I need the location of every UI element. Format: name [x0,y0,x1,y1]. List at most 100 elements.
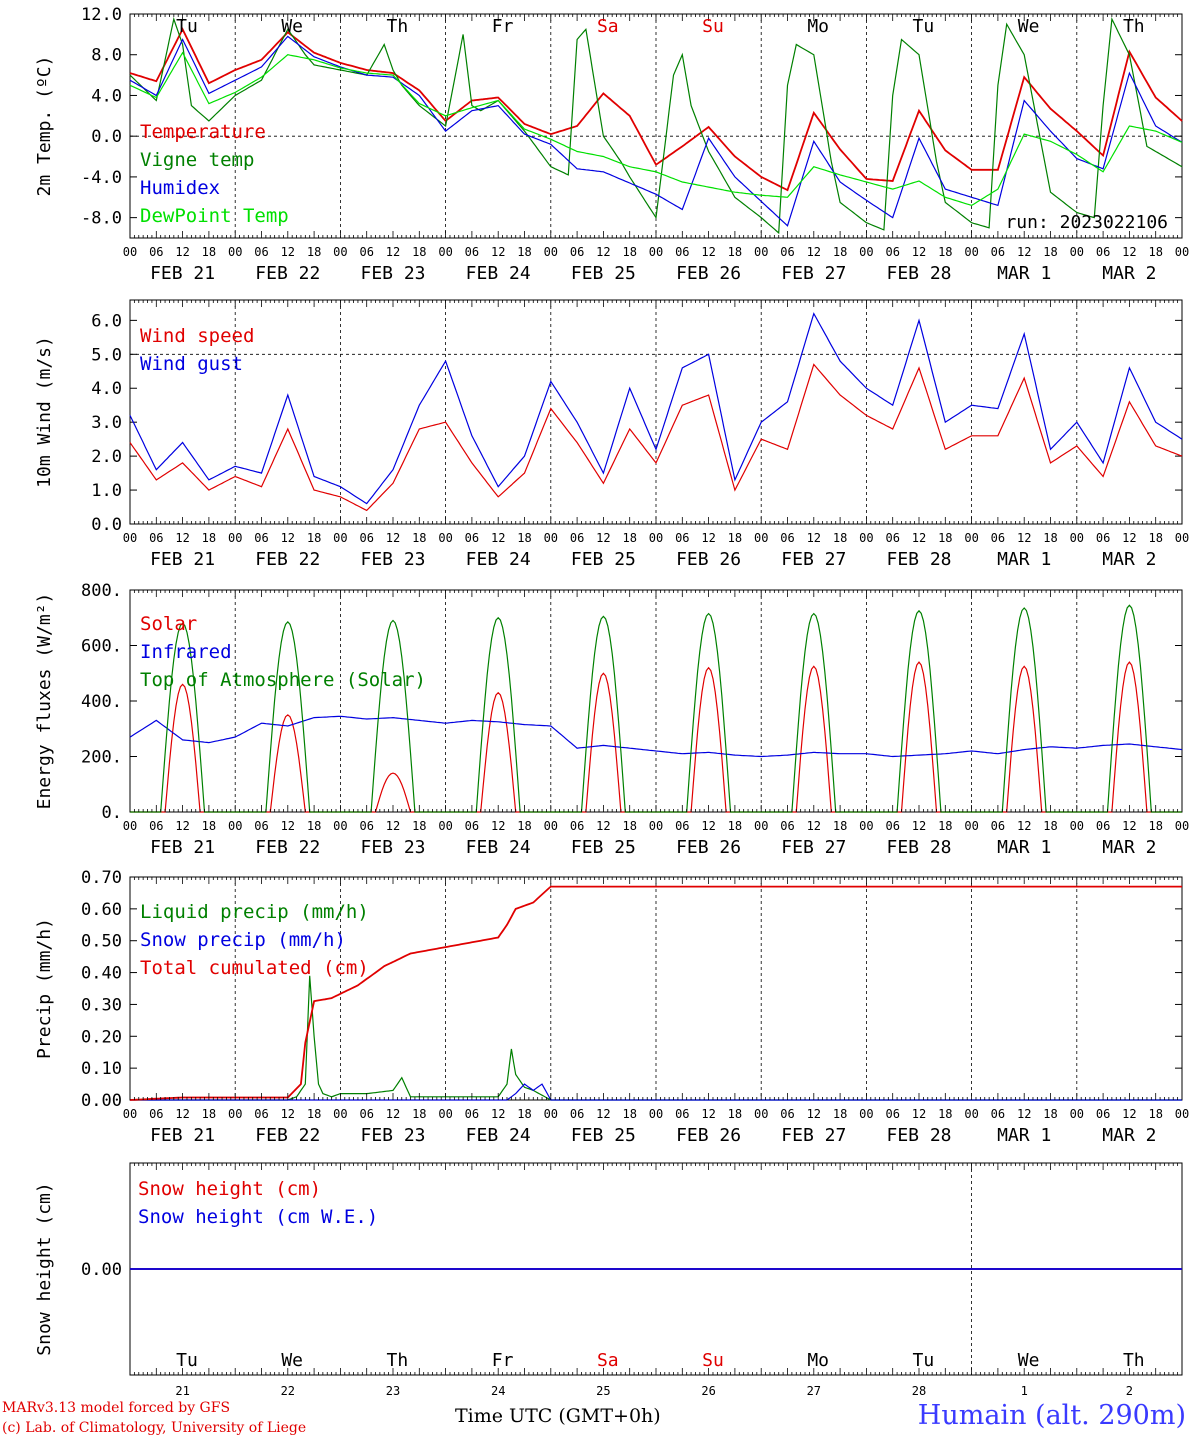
legend-solar: Solar [140,613,197,635]
series-wind-speed [129,363,1183,512]
hour-tick-label: 06 [780,819,794,833]
hour-tick-label: 06 [675,245,689,259]
hour-tick-label: 06 [1096,1107,1110,1121]
hour-tick-label: 06 [780,1107,794,1121]
day-number-label: 26 [701,1384,715,1398]
y-tick-label: 0.0 [91,515,122,535]
y-tick-label: 1.0 [91,481,122,501]
hour-tick-label: 18 [728,531,742,545]
date-label: FEB 27 [781,1125,846,1146]
weekday-label: Su [702,1350,724,1371]
date-label: MAR 2 [1102,549,1156,570]
date-label: FEB 23 [360,1125,425,1146]
date-label: FEB 27 [781,263,846,284]
weekday-label: Mo [807,16,829,37]
hour-tick-label: 12 [596,1107,610,1121]
hour-tick-label: 00 [859,245,873,259]
y-tick-label: 3.0 [91,413,122,433]
hour-tick-label: 00 [1175,1107,1189,1121]
hour-tick-label: 06 [465,245,479,259]
legend-total-cumulated-cm-: Total cumulated (cm) [140,957,369,979]
date-label: FEB 21 [150,263,215,284]
hour-tick-label: 06 [359,819,373,833]
legend-snow-height-cm-w-e-: Snow height (cm W.E.) [138,1206,378,1228]
hour-tick-label: 06 [885,819,899,833]
weekday-label: Th [387,16,409,37]
date-label: FEB 26 [676,263,741,284]
day-number-label: 2 [1126,1384,1133,1398]
hour-tick-label: 06 [1096,819,1110,833]
hour-tick-label: 00 [228,531,242,545]
hour-tick-label: 00 [123,819,137,833]
y-tick-label: 6.0 [91,311,122,331]
hour-tick-label: 00 [964,531,978,545]
hour-tick-label: 00 [649,245,663,259]
hour-tick-label: 18 [728,819,742,833]
hour-tick-label: 12 [386,245,400,259]
date-label: MAR 2 [1102,837,1156,858]
hour-tick-label: 00 [859,819,873,833]
y-tick-label: 0.40 [81,964,122,984]
date-label: FEB 28 [886,1125,951,1146]
hour-tick-label: 00 [964,245,978,259]
hour-tick-label: 12 [175,1107,189,1121]
date-label: FEB 22 [255,837,320,858]
hour-tick-label: 00 [1070,531,1084,545]
weekday-label: Th [1123,16,1145,37]
hour-tick-label: 06 [675,1107,689,1121]
hour-tick-label: 06 [254,245,268,259]
legend-liquid-precip-mm-h-: Liquid precip (mm/h) [140,901,369,923]
legend-vigne-temp: Vigne temp [140,149,254,171]
hour-tick-label: 06 [780,245,794,259]
hour-tick-label: 00 [438,1107,452,1121]
hour-tick-label: 00 [754,819,768,833]
hour-tick-label: 06 [149,819,163,833]
lab-credit: (c) Lab. of Climatology, University of L… [2,1420,307,1436]
hour-tick-label: 00 [964,1107,978,1121]
hour-tick-label: 12 [175,245,189,259]
hour-tick-label: 06 [359,1107,373,1121]
weekday-label: Tu [913,16,935,37]
x-axis-0: 00 06 12 18 FEB 21 00 06 12 18 FEB 22 00 06 12 18 FEB … [123,14,1189,284]
weekday-label: Fr [492,16,514,37]
x-axis-4 [129,1163,1183,1375]
y-tick-label: 0.30 [81,995,122,1015]
y-tick-label: 0. [102,803,122,823]
hour-tick-label: 18 [517,245,531,259]
hour-tick-label: 12 [807,245,821,259]
hour-tick-label: 12 [281,819,295,833]
date-label: FEB 23 [360,263,425,284]
hour-tick-label: 12 [596,819,610,833]
hour-tick-label: 18 [307,1107,321,1121]
y-tick-label: 200. [81,748,122,768]
hour-tick-label: 12 [596,531,610,545]
hour-tick-label: 06 [991,245,1005,259]
date-label: FEB 22 [255,549,320,570]
date-label: FEB 28 [886,837,951,858]
date-label: FEB 21 [150,837,215,858]
series-dewpoint-temp [129,51,1183,207]
hour-tick-label: 18 [622,1107,636,1121]
hour-tick-label: 00 [1175,819,1189,833]
hour-tick-label: 06 [991,1107,1005,1121]
x-axis-3: 00 06 12 18 FEB 21 00 06 12 18 FEB 22 00 06 12 18 FEB … [123,877,1189,1146]
series-total-cumulated-cm- [129,885,1182,1101]
hour-tick-label: 12 [701,819,715,833]
hour-tick-label: 00 [333,1107,347,1121]
hour-tick-label: 12 [491,531,505,545]
hour-tick-label: 12 [701,531,715,545]
hour-tick-label: 18 [833,819,847,833]
hour-tick-label: 18 [202,819,216,833]
hour-tick-label: 00 [544,1107,558,1121]
date-label: MAR 1 [997,549,1051,570]
hour-tick-label: 06 [885,1107,899,1121]
hour-tick-label: 18 [1043,1107,1057,1121]
hour-tick-label: 18 [202,1107,216,1121]
hour-tick-label: 06 [359,531,373,545]
hour-tick-label: 12 [175,531,189,545]
hour-tick-label: 12 [386,1107,400,1121]
hour-tick-label: 18 [938,245,952,259]
panel-2: 6.0 5.0 4.0 3.0 2.0 1.0 0.0 10m Wind (m/s) Wind … [34,299,1183,535]
y-axis-label: 2m Temp. (ºC) [34,56,55,197]
day-number-label: 1 [1021,1384,1028,1398]
